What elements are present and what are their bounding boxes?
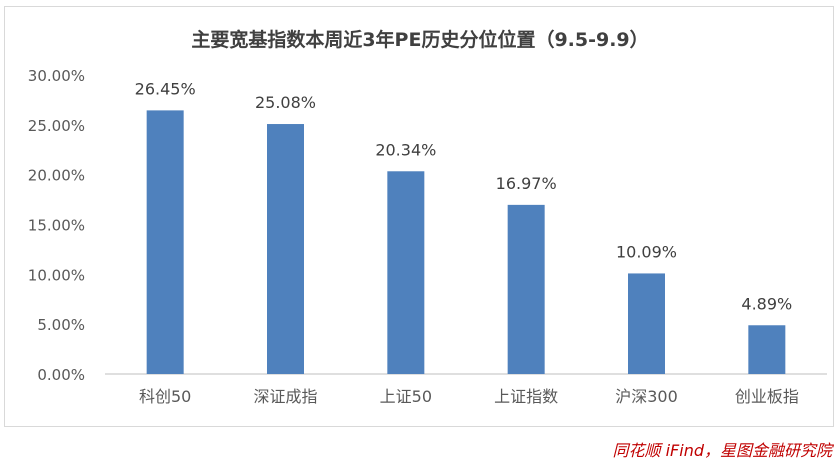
- bar: [628, 273, 665, 374]
- x-tick-label: 科创50: [139, 387, 191, 406]
- chart-title: 主要宽基指数本周近3年PE历史分位位置（9.5-9.9）: [191, 29, 649, 51]
- bar: [507, 204, 545, 374]
- y-tick-label: 20.00%: [28, 167, 85, 185]
- x-tick-label: 沪深300: [615, 387, 678, 406]
- data-label: 10.09%: [616, 242, 677, 261]
- data-label: 4.89%: [741, 294, 792, 313]
- bar: [146, 110, 184, 375]
- y-tick-label: 5.00%: [37, 316, 85, 334]
- bar: [748, 325, 786, 374]
- source-note: 同花顺 iFind，星图金融研究院: [612, 441, 832, 460]
- y-tick-label: 15.00%: [28, 217, 85, 235]
- y-tick-label: 30.00%: [28, 67, 85, 85]
- chart-frame: 主要宽基指数本周近3年PE历史分位位置（9.5-9.9） 0.00% 5.00% 1…: [4, 6, 834, 427]
- data-label: 20.34%: [375, 140, 436, 159]
- bar: [267, 124, 304, 374]
- x-tick-label: 创业板指: [735, 387, 799, 406]
- y-tick-label: 25.00%: [28, 117, 85, 135]
- bar: [387, 171, 425, 374]
- data-label: 25.08%: [255, 93, 316, 112]
- x-tick-label: 上证指数: [494, 387, 558, 406]
- x-tick-label: 上证50: [380, 387, 432, 406]
- data-label: 26.45%: [135, 79, 196, 98]
- bar-chart: 0.00% 5.00% 10.00% 15.00% 20.00% 25.00% 30.00%…: [28, 67, 827, 406]
- y-tick-label: 10.00%: [28, 266, 85, 284]
- x-tick-label: 深证成指: [253, 387, 317, 406]
- data-label: 16.97%: [496, 174, 557, 193]
- y-tick-label: 0.00%: [37, 366, 85, 384]
